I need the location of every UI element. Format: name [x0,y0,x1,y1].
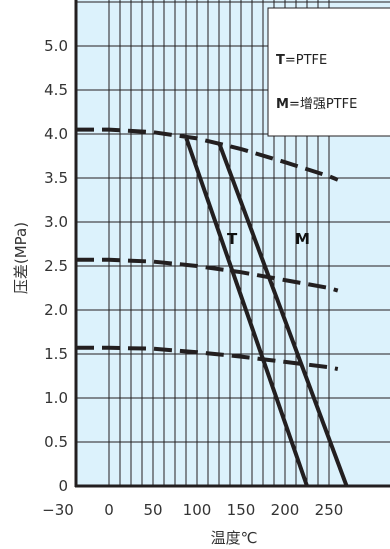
legend-box [267,7,390,137]
legend-key-t: T [276,53,285,68]
x-tick-label: 0 [104,501,114,519]
y-tick-label: 4.0 [44,125,68,143]
x-tick-label: 50 [143,501,162,519]
x-axis-label: 温度℃ [211,529,258,547]
y-tick-label: 1.0 [44,389,68,407]
x-tick-labels: −30 0 50 100 150 200 250 [42,501,343,519]
y-tick-label: 1.5 [44,345,68,363]
x-tick-label: 250 [315,501,344,519]
axes [74,0,390,488]
y-tick-label: 2.5 [44,257,68,275]
y-tick-label: 2.0 [44,301,68,319]
legend-entry-ptfe: T=PTFE [276,53,327,68]
series-label-m: M [295,230,310,248]
x-tick-label: 100 [183,501,212,519]
y-tick-label: 4.5 [44,81,68,99]
y-tick-label: 3.5 [44,169,68,187]
dashed-curve-2 [76,127,339,182]
y-axis-label: 压差(MPa) [12,222,30,294]
y-tick-label: 0 [58,477,68,495]
y-tick-label: 0.5 [44,433,68,451]
legend-text-t: =PTFE [285,53,327,68]
y-tick-label: 3.0 [44,213,68,231]
dashed-curve-3 [76,257,339,293]
legend-key-m: M [276,97,289,112]
plot-lines [76,127,349,486]
series-line-t [184,137,309,486]
x-tick-label: −30 [42,501,74,519]
y-tick-labels: 0 0.5 1.0 1.5 2.0 2.5 3.0 3.5 4.0 4.5 5.0 [44,37,68,495]
legend: T=PTFE M=增强PTFE [267,7,390,137]
x-tick-label: 200 [271,501,300,519]
series-line-m [217,142,349,486]
legend-entry-reinforced-ptfe: M=增强PTFE [276,97,357,112]
y-tick-label: 5.0 [44,37,68,55]
legend-text-m: =增强PTFE [289,97,357,112]
x-tick-label: 150 [227,501,256,519]
series-label-t: T [227,230,238,248]
dashed-curve-4 [76,345,339,371]
